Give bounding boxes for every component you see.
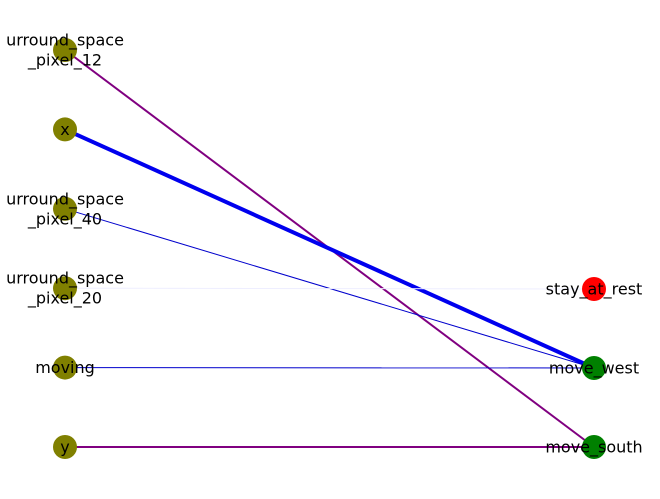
edge-x-to-move_west (64, 127, 595, 370)
output-node-move_west (582, 356, 606, 380)
input-node-moving (53, 355, 77, 380)
edge-surround_space_pixel_20-to-stay_at_rest (64, 287, 595, 290)
input-node-label-x: x (60, 120, 69, 139)
input-node-label-surround_space_pixel_40: urround_space _pixel_40 (6, 189, 124, 229)
input-node-label-surround_space_pixel_12: urround_space _pixel_12 (6, 31, 124, 71)
input-node-label-y: y (60, 438, 69, 457)
edges-layer (64, 49, 595, 448)
input-node-label-moving: moving (35, 358, 95, 377)
output-node-label-line: move_west (549, 359, 639, 379)
input-node-label-line: x (60, 120, 69, 139)
output-node-label-line: move_south (545, 438, 642, 458)
input-node-surround_space_pixel_40 (53, 196, 77, 221)
output-node-stay_at_rest (582, 277, 606, 301)
input-node-label-line: urround_space (6, 269, 124, 289)
input-node-label-line: moving (35, 358, 95, 377)
input-node-x (53, 117, 77, 142)
input-node-label-line: _pixel_20 (27, 289, 102, 309)
input-node-label-line: _pixel_40 (27, 209, 102, 229)
input-node-label-line: y (60, 438, 69, 457)
input-node-label-line: urround_space (6, 31, 124, 51)
input-node-label-line: urround_space (6, 189, 124, 209)
input-node-surround_space_pixel_12 (53, 38, 77, 62)
input-node-surround_space_pixel_20 (53, 276, 77, 301)
input-node-label-line: _pixel_12 (27, 51, 102, 71)
output-node-label-stay_at_rest: stay_at_rest (546, 280, 643, 300)
nodes-layer (53, 38, 606, 459)
output-node-label-line: stay_at_rest (546, 280, 643, 300)
input-node-label-surround_space_pixel_20: urround_space _pixel_20 (6, 269, 124, 309)
output-node-move_south (582, 435, 606, 459)
input-node-y (53, 435, 77, 459)
output-node-label-move_west: move_west (549, 359, 639, 379)
output-node-label-move_south: move_south (545, 438, 642, 458)
